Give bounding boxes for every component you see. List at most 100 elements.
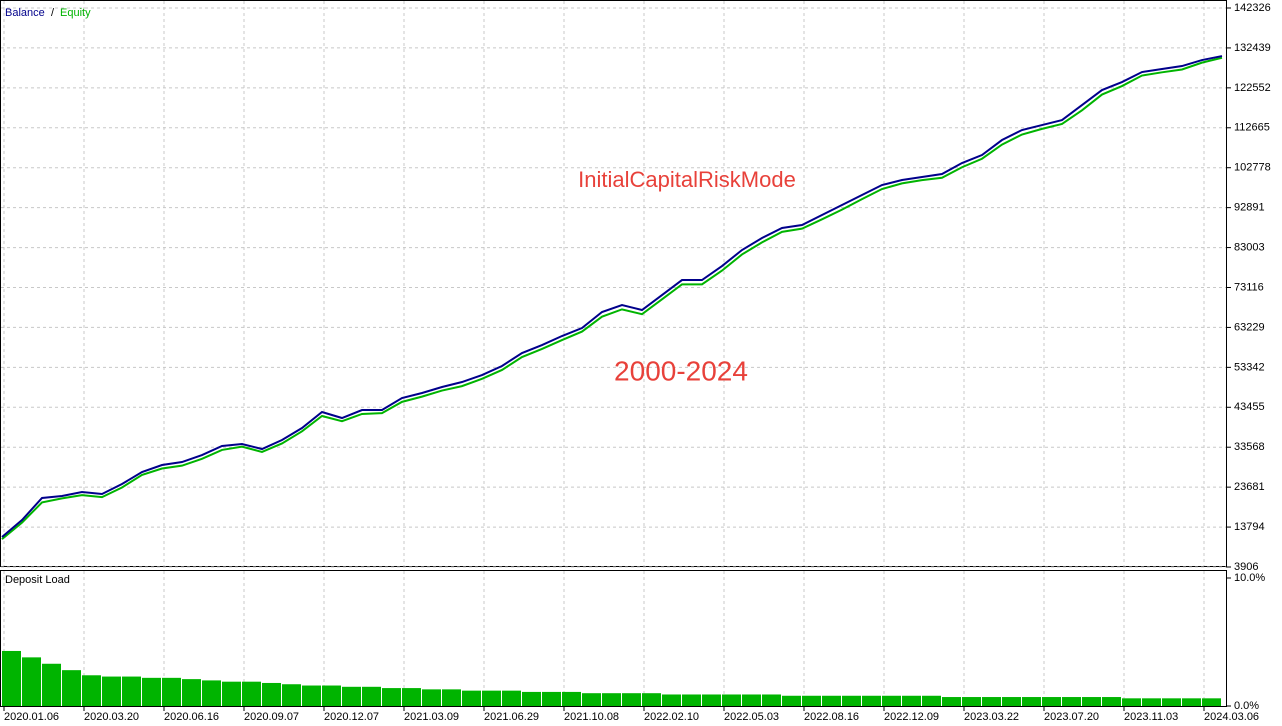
y-tick-label: 132439 [1234, 42, 1271, 54]
x-tick-label: 2023.03.22 [964, 711, 1019, 723]
bar [1122, 698, 1141, 706]
bar [982, 697, 1001, 706]
bar [302, 685, 321, 706]
bar [1162, 698, 1181, 706]
bar [422, 689, 441, 706]
bar [602, 693, 621, 706]
x-tick-label: 2021.06.29 [484, 711, 539, 723]
bar [482, 690, 501, 706]
bar [722, 694, 741, 706]
y-tick-label: 33568 [1234, 441, 1265, 453]
legend-equity: Equity [60, 7, 91, 19]
bar [122, 676, 141, 706]
bar [62, 670, 81, 706]
bar [662, 694, 681, 706]
bar [242, 681, 261, 706]
main-panel-frame [0, 0, 1227, 567]
bar [202, 680, 221, 706]
bar [922, 695, 941, 706]
y-tick-label: 10.0% [1234, 572, 1265, 584]
bar [782, 695, 801, 706]
y-tick-label: 63229 [1234, 321, 1265, 333]
y-tick-label: 23681 [1234, 481, 1265, 493]
bar [1142, 698, 1161, 706]
bar [1042, 697, 1061, 706]
y-tick-label: 102778 [1234, 162, 1271, 174]
y-tick-label: 112665 [1234, 122, 1270, 134]
bar [442, 689, 461, 706]
bar [322, 685, 341, 706]
bar [142, 677, 161, 706]
y-tick-label: 73116 [1234, 281, 1264, 293]
bar [642, 693, 661, 706]
x-tick-label: 2022.05.03 [724, 711, 779, 723]
bar [562, 691, 581, 706]
y-tick-label: 43455 [1234, 401, 1265, 413]
bar [942, 697, 961, 706]
legend-balance: Balance [5, 7, 45, 19]
bar [1182, 698, 1201, 706]
bar [522, 691, 541, 706]
bar [342, 686, 361, 706]
bar [102, 676, 121, 706]
x-tick-label: 2020.03.20 [84, 711, 139, 723]
bar [1062, 697, 1081, 706]
bar [22, 657, 41, 706]
load-panel: 0.0% 10.0% [2, 572, 1265, 712]
series-line [1, 56, 1223, 540]
bar [282, 684, 301, 706]
bar [222, 681, 241, 706]
x-tick-label: 2021.10.08 [564, 711, 619, 723]
bar [1002, 697, 1021, 706]
bar [742, 694, 761, 706]
bar [1102, 697, 1121, 706]
x-tick-label: 2020.09.07 [244, 711, 299, 723]
bar [822, 695, 841, 706]
load-panel-frame [0, 570, 1227, 707]
bar [862, 695, 881, 706]
x-tick-label: 2023.11.03 [1124, 711, 1178, 723]
bar [1202, 698, 1221, 706]
x-tick-label: 2021.03.09 [404, 711, 459, 723]
y-tick-label: 142326 [1234, 2, 1271, 14]
x-tick-label: 2023.07.20 [1044, 711, 1099, 723]
bar [882, 695, 901, 706]
bar [902, 695, 921, 706]
bar [362, 686, 381, 706]
bar [462, 690, 481, 706]
bar [42, 663, 61, 706]
load-title: Deposit Load [5, 574, 70, 586]
annotation: 2000-2024 [614, 355, 748, 386]
y-tick-label: 83003 [1234, 241, 1265, 253]
bar [1082, 697, 1101, 706]
y-tick-label: 53342 [1234, 361, 1265, 373]
bar [962, 697, 981, 706]
series-line [1, 55, 1223, 538]
bar [402, 688, 421, 706]
x-tick-label: 2022.02.10 [644, 711, 699, 723]
x-tick-label: 2022.08.16 [804, 711, 859, 723]
bar [582, 693, 601, 706]
bar [2, 650, 21, 706]
bar [262, 682, 281, 706]
bar [162, 677, 181, 706]
x-tick-label: 2020.01.06 [4, 711, 59, 723]
x-tick-label: 2022.12.09 [884, 711, 939, 723]
x-tick-label: 2020.12.07 [324, 711, 379, 723]
bar [502, 690, 521, 706]
legend-separator: / [51, 7, 55, 19]
y-tick-label: 0.0% [1234, 700, 1259, 712]
bar [382, 688, 401, 706]
x-tick-label: 2020.06.16 [164, 711, 219, 723]
y-tick-label: 122552 [1234, 82, 1271, 94]
bar [622, 693, 641, 706]
bar [542, 691, 561, 706]
bar [702, 694, 721, 706]
y-tick-label: 13794 [1234, 521, 1265, 533]
bar [182, 679, 201, 706]
bar [842, 695, 861, 706]
x-tick-label: 2024.03.06 [1204, 711, 1259, 723]
annotation: InitialCapitalRiskMode [578, 167, 796, 192]
